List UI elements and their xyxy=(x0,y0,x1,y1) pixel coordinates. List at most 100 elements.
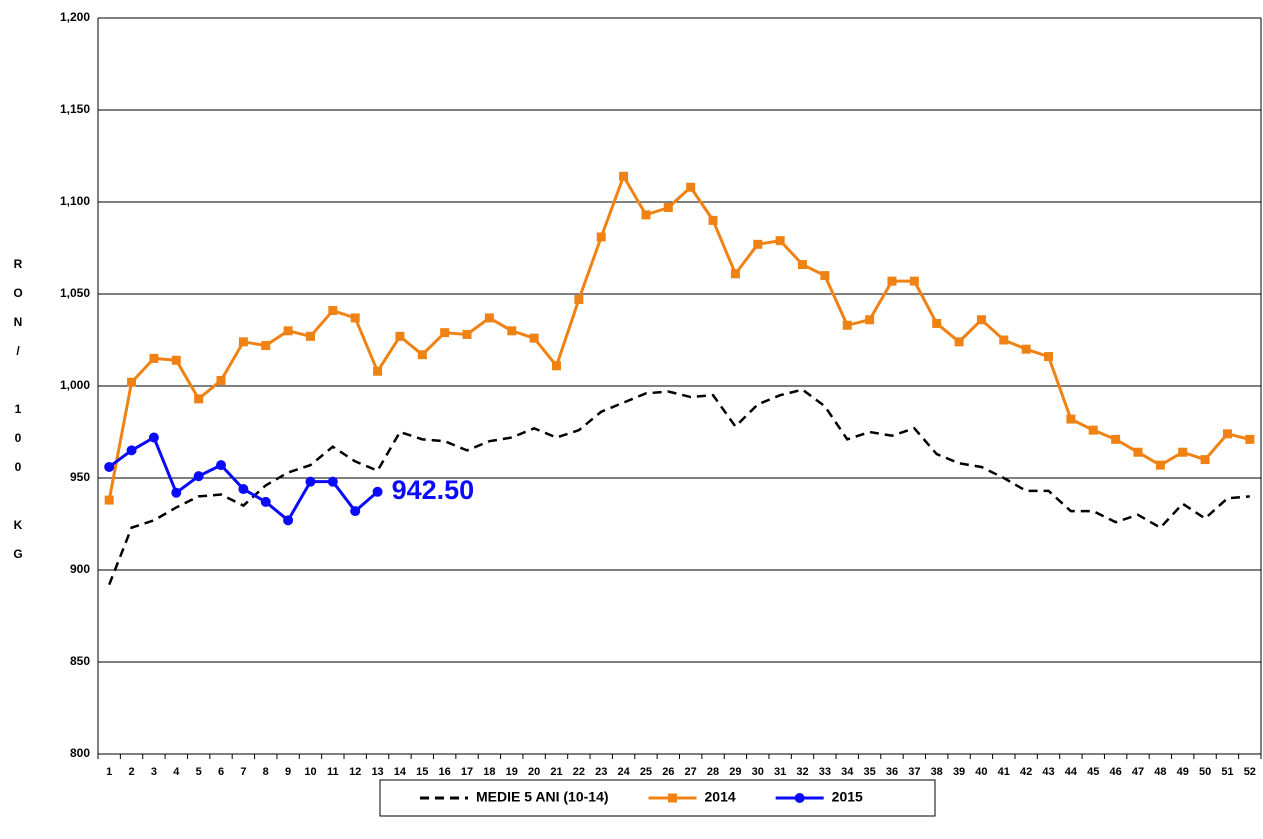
x-tick-label: 12 xyxy=(349,766,361,778)
marker xyxy=(283,326,293,336)
x-tick-label: 6 xyxy=(218,766,224,778)
x-tick-label: 14 xyxy=(394,766,407,778)
legend-label: MEDIE 5 ANI (10-14) xyxy=(476,789,609,805)
marker xyxy=(1021,344,1031,354)
marker xyxy=(686,182,696,192)
marker xyxy=(1178,447,1188,457)
marker xyxy=(932,318,942,328)
marker xyxy=(261,341,271,351)
x-tick-label: 28 xyxy=(707,766,719,778)
x-tick-label: 29 xyxy=(729,766,741,778)
x-tick-label: 2 xyxy=(128,766,134,778)
marker xyxy=(865,315,875,325)
x-tick-label: 24 xyxy=(617,766,630,778)
x-tick-label: 52 xyxy=(1244,766,1256,778)
x-tick-label: 8 xyxy=(263,766,269,778)
x-tick-label: 18 xyxy=(483,766,495,778)
marker xyxy=(887,276,897,286)
y-tick-label: 900 xyxy=(70,562,90,576)
marker xyxy=(104,461,115,472)
legend-marker xyxy=(668,793,678,803)
marker xyxy=(305,331,315,341)
marker xyxy=(619,171,629,181)
x-tick-label: 49 xyxy=(1177,766,1189,778)
legend-label: 2014 xyxy=(705,789,736,805)
marker xyxy=(328,306,338,316)
marker xyxy=(216,375,226,385)
marker xyxy=(1222,429,1232,439)
y-tick-label: 850 xyxy=(70,654,90,668)
marker xyxy=(484,313,494,323)
x-tick-label: 46 xyxy=(1110,766,1122,778)
x-tick-label: 7 xyxy=(240,766,246,778)
x-tick-label: 13 xyxy=(371,766,383,778)
x-tick-label: 17 xyxy=(461,766,473,778)
marker xyxy=(372,486,383,497)
x-tick-label: 34 xyxy=(841,766,854,778)
marker xyxy=(954,337,964,347)
y-tick-label: 1,200 xyxy=(60,10,90,24)
y-tick-label: 800 xyxy=(70,746,90,760)
series-line xyxy=(107,172,1251,501)
marker xyxy=(238,484,249,495)
x-tick-label: 41 xyxy=(998,766,1010,778)
marker xyxy=(1200,455,1210,465)
x-tick-label: 21 xyxy=(550,766,562,778)
x-tick-label: 36 xyxy=(886,766,898,778)
marker xyxy=(126,445,137,456)
y-tick-label: 1,150 xyxy=(60,102,90,116)
marker xyxy=(842,320,852,330)
marker xyxy=(194,394,204,404)
x-tick-label: 50 xyxy=(1199,766,1211,778)
marker xyxy=(440,328,450,338)
marker xyxy=(305,476,316,487)
legend-marker xyxy=(794,793,805,803)
x-tick-label: 5 xyxy=(196,766,202,778)
x-tick-label: 30 xyxy=(752,766,764,778)
x-tick-label: 37 xyxy=(908,766,920,778)
legend-label: 2015 xyxy=(832,789,863,805)
marker xyxy=(1155,460,1165,470)
x-tick-label: 42 xyxy=(1020,766,1032,778)
x-tick-label: 22 xyxy=(573,766,585,778)
marker xyxy=(574,295,584,305)
x-tick-label: 16 xyxy=(439,766,451,778)
marker xyxy=(193,471,204,482)
marker xyxy=(216,460,227,471)
marker xyxy=(1133,447,1143,457)
y-tick-label: 1,100 xyxy=(60,194,90,208)
x-tick-label: 20 xyxy=(528,766,540,778)
marker xyxy=(775,236,785,246)
x-tick-label: 51 xyxy=(1221,766,1233,778)
marker xyxy=(417,350,427,360)
x-tick-label: 4 xyxy=(173,766,180,778)
marker xyxy=(708,215,718,225)
x-tick-label: 43 xyxy=(1042,766,1054,778)
marker xyxy=(327,476,338,487)
x-tick-label: 19 xyxy=(506,766,518,778)
marker xyxy=(1066,414,1076,424)
y-tick-label: 1,000 xyxy=(60,378,90,392)
x-tick-label: 39 xyxy=(953,766,965,778)
x-tick-label: 48 xyxy=(1154,766,1166,778)
marker xyxy=(395,331,405,341)
marker xyxy=(171,487,182,498)
x-tick-label: 9 xyxy=(285,766,291,778)
marker xyxy=(909,276,919,286)
x-tick-label: 10 xyxy=(304,766,316,778)
marker xyxy=(507,326,517,336)
marker xyxy=(641,210,651,220)
x-tick-label: 11 xyxy=(327,766,339,778)
x-tick-label: 47 xyxy=(1132,766,1144,778)
marker xyxy=(798,260,808,270)
marker xyxy=(999,335,1009,345)
marker xyxy=(238,337,248,347)
marker xyxy=(127,377,137,387)
marker xyxy=(753,239,763,249)
x-tick-label: 3 xyxy=(151,766,157,778)
marker xyxy=(373,366,383,376)
value-label: 942.50 xyxy=(392,475,475,505)
x-tick-label: 31 xyxy=(774,766,786,778)
marker xyxy=(148,432,159,443)
